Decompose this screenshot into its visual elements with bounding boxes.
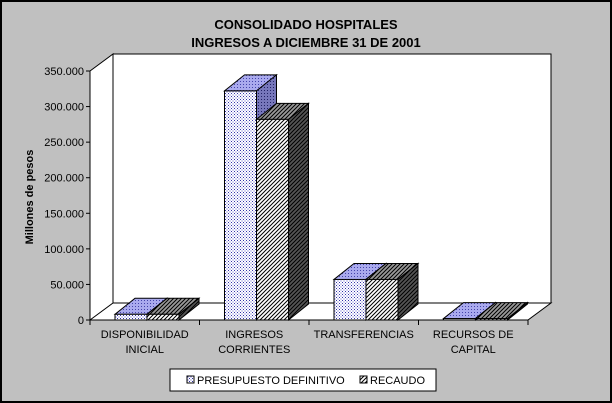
y-tick-label: 0 xyxy=(78,315,84,327)
bar-front xyxy=(475,318,508,321)
x-category-label: INGRESOS xyxy=(225,329,283,341)
bar xyxy=(364,262,420,322)
y-tick-label: 100.000 xyxy=(44,244,84,256)
bar xyxy=(474,301,529,322)
x-axis: DISPONIBILIDAD INICIAL INGRESOS CORRIENTES T… xyxy=(89,320,529,356)
legend-box xyxy=(169,368,437,392)
y-tick-label: 300.000 xyxy=(44,102,84,114)
bar xyxy=(145,297,201,322)
y-tick-label: 200.000 xyxy=(44,173,84,185)
y-tick-label: 50.000 xyxy=(50,279,84,291)
y-tick-label: 250.000 xyxy=(44,137,84,149)
legend-swatch-recaudo xyxy=(359,375,368,384)
bar-front xyxy=(333,278,367,321)
y-tick-label: 150.000 xyxy=(44,208,84,220)
plot-background xyxy=(90,54,551,320)
side-wall-edge xyxy=(89,53,114,303)
y-tick-label: 350.000 xyxy=(44,66,84,78)
bar-front xyxy=(114,313,148,321)
bar-front xyxy=(146,313,180,321)
legend-label-recaudo: RECAUDO xyxy=(370,375,425,387)
bar-front xyxy=(256,118,289,321)
chart-title-line-2: INGRESOS A DICIEMBRE 31 DE 2001 xyxy=(191,35,421,50)
bar-front xyxy=(224,90,257,321)
y-axis-title: Millones de pesos xyxy=(24,150,36,245)
bar xyxy=(255,102,310,322)
x-category-label: CORRIENTES xyxy=(218,344,290,356)
bars xyxy=(113,73,529,322)
legend-swatch-presupuesto xyxy=(186,375,195,384)
legend-label-presupuesto: PRESUPUESTO DEFINITIVO xyxy=(197,375,345,387)
x-category-label: INICIAL xyxy=(125,344,164,356)
y-axis: 0 50.000 100.000 150.000 200.000 250.000 300.0… xyxy=(44,66,90,327)
x-category-label: TRANSFERENCIAS xyxy=(314,329,414,341)
back-wall-edge xyxy=(113,53,552,303)
x-category-label: RECURSOS DE xyxy=(433,329,514,341)
legend: PRESUPUESTO DEFINITIVO RECAUDO xyxy=(169,368,437,392)
plot-area xyxy=(88,53,553,321)
bar-front xyxy=(365,278,399,321)
x-category-label: DISPONIBILIDAD xyxy=(101,329,189,341)
bar-front xyxy=(443,318,476,321)
bar-side xyxy=(288,102,309,322)
chart-title-line-1: CONSOLIDADO HOSPITALES xyxy=(214,17,398,32)
x-category-label: CAPITAL xyxy=(451,344,496,356)
